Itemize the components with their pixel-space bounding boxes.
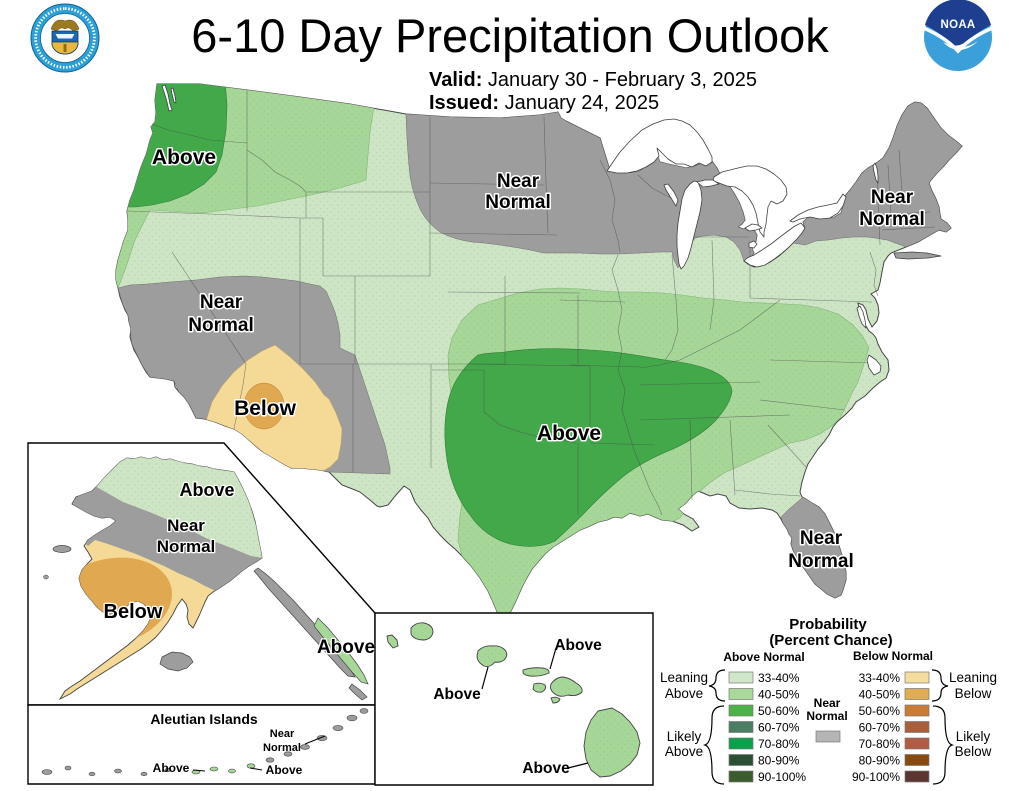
svg-text:Above: Above <box>522 760 570 777</box>
svg-text:Near: Near <box>800 528 843 549</box>
svg-text:Near: Near <box>270 728 295 740</box>
svg-text:Above: Above <box>317 637 375 658</box>
svg-text:90-100%: 90-100% <box>758 770 806 784</box>
svg-text:70-80%: 70-80% <box>859 737 901 751</box>
svg-text:Below: Below <box>955 686 992 701</box>
svg-text:Above: Above <box>554 637 602 654</box>
svg-text:Below: Below <box>104 601 163 623</box>
svg-text:Near: Near <box>814 696 841 710</box>
svg-text:Below: Below <box>955 744 992 759</box>
svg-text:Above Normal: Above Normal <box>723 650 804 664</box>
svg-text:Above: Above <box>153 761 190 775</box>
svg-text:Normal: Normal <box>263 742 301 754</box>
svg-text:40-50%: 40-50% <box>758 688 800 702</box>
svg-text:70-80%: 70-80% <box>758 737 800 751</box>
svg-text:Below: Below <box>234 397 297 420</box>
svg-text:Above: Above <box>665 744 703 759</box>
svg-text:90-100%: 90-100% <box>852 770 900 784</box>
svg-text:Near: Near <box>167 516 205 535</box>
svg-text:Near: Near <box>200 292 243 313</box>
svg-text:Normal: Normal <box>859 209 924 230</box>
svg-text:Normal: Normal <box>188 315 253 336</box>
svg-text:33-40%: 33-40% <box>859 671 901 685</box>
svg-text:80-90%: 80-90% <box>758 754 800 768</box>
svg-text:33-40%: 33-40% <box>758 671 800 685</box>
svg-text:Issued: January 24, 2025: Issued: January 24, 2025 <box>429 92 659 114</box>
svg-text:40-50%: 40-50% <box>859 688 901 702</box>
svg-text:Probability: Probability <box>789 616 867 633</box>
svg-text:Aleutian Islands: Aleutian Islands <box>150 711 258 727</box>
svg-text:(Percent Chance): (Percent Chance) <box>769 632 892 649</box>
svg-text:Normal: Normal <box>788 551 853 572</box>
svg-text:Above: Above <box>152 146 216 169</box>
svg-text:50-60%: 50-60% <box>758 704 800 718</box>
svg-text:80-90%: 80-90% <box>859 754 901 768</box>
svg-text:Valid: January 30 - February: Valid: January 30 - February 3, 2025 <box>429 69 757 91</box>
svg-text:Near: Near <box>497 171 540 192</box>
svg-text:Above: Above <box>537 422 601 445</box>
svg-text:Likely: Likely <box>956 729 991 744</box>
svg-text:50-60%: 50-60% <box>859 704 901 718</box>
svg-text:Below Normal: Below Normal <box>853 649 933 663</box>
svg-text:Above: Above <box>266 763 303 777</box>
svg-text:Leaning: Leaning <box>949 670 997 685</box>
svg-text:60-70%: 60-70% <box>758 721 800 735</box>
svg-text:Leaning: Leaning <box>660 670 708 685</box>
svg-text:Above: Above <box>179 480 234 500</box>
svg-text:Normal: Normal <box>157 537 216 556</box>
svg-text:NOAA: NOAA <box>940 19 975 31</box>
svg-text:Above: Above <box>433 686 481 703</box>
svg-text:Normal: Normal <box>485 192 550 213</box>
svg-text:Normal: Normal <box>806 709 847 723</box>
svg-text:Above: Above <box>665 686 703 701</box>
svg-text:Likely: Likely <box>667 729 702 744</box>
svg-text:Near: Near <box>871 187 914 208</box>
svg-text:60-70%: 60-70% <box>859 721 901 735</box>
svg-text:6-10 Day Precipitation Outlook: 6-10 Day Precipitation Outlook <box>191 9 829 62</box>
